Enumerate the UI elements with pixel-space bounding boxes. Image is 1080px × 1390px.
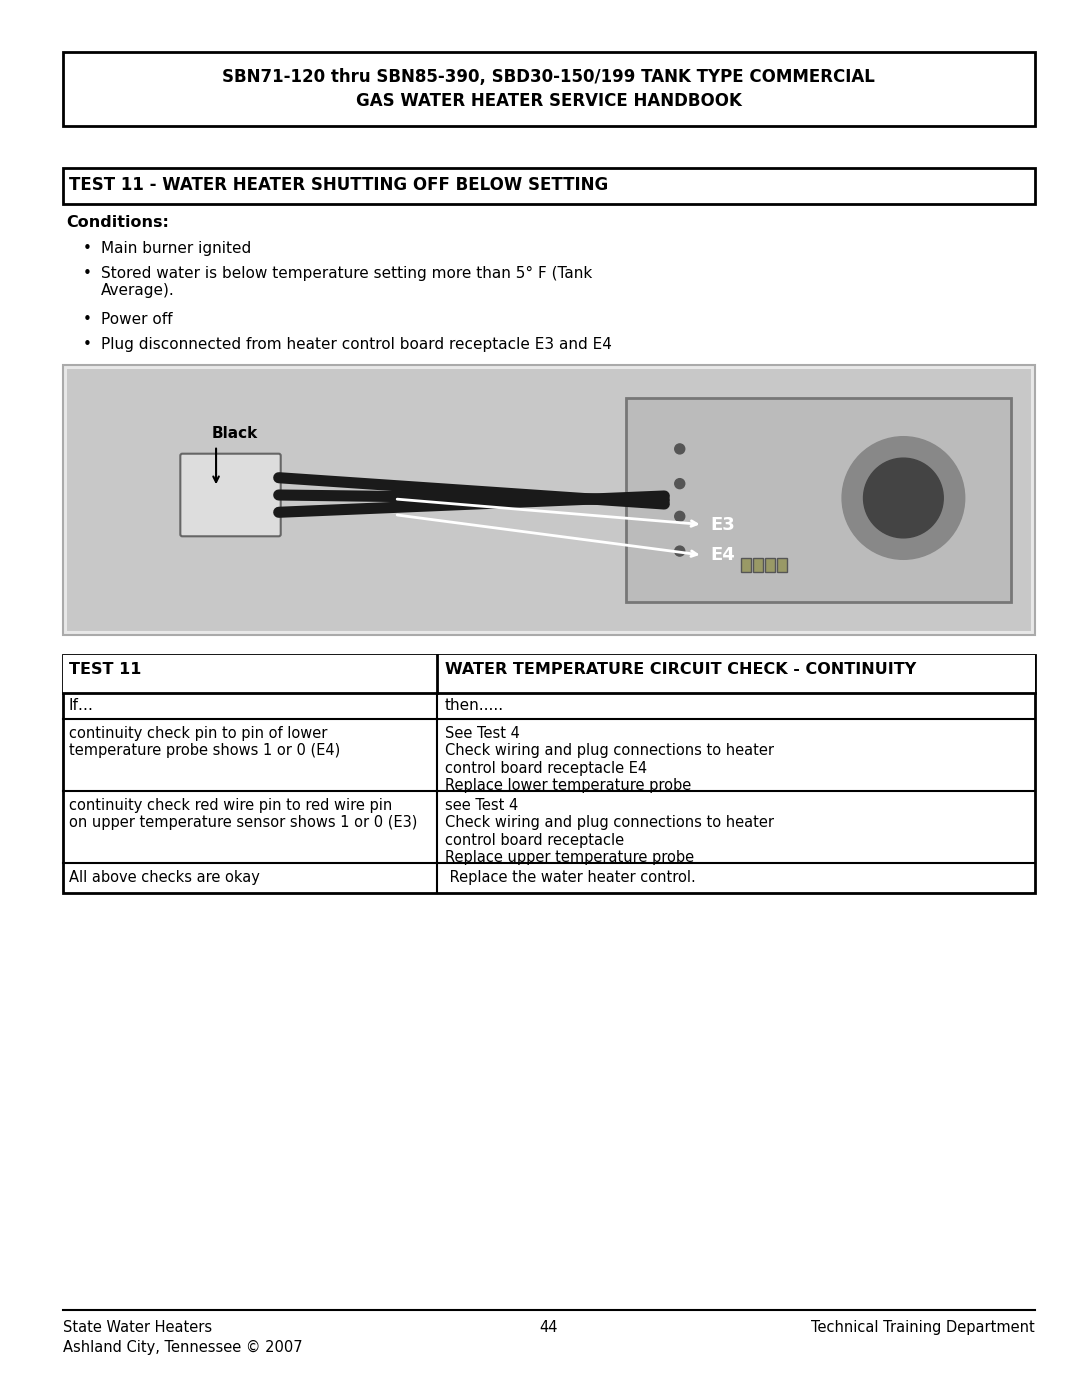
- Text: State Water Heaters: State Water Heaters: [63, 1320, 212, 1334]
- Text: •: •: [83, 240, 92, 256]
- Bar: [766, 557, 775, 571]
- Text: SBN71-120 thru SBN85-390, SBD30-150/199 TANK TYPE COMMERCIAL: SBN71-120 thru SBN85-390, SBD30-150/199 …: [222, 68, 875, 86]
- Text: GAS WATER HEATER SERVICE HANDBOOK: GAS WATER HEATER SERVICE HANDBOOK: [355, 92, 742, 110]
- Text: 44: 44: [539, 1320, 558, 1334]
- Text: TEST 11: TEST 11: [69, 662, 141, 677]
- Text: Black: Black: [212, 427, 257, 441]
- Text: E3: E3: [711, 516, 735, 534]
- Text: All above checks are okay: All above checks are okay: [69, 870, 259, 885]
- Text: See Test 4
Check wiring and plug connections to heater
control board receptacle : See Test 4 Check wiring and plug connect…: [445, 726, 774, 794]
- Text: Replace the water heater control.: Replace the water heater control.: [445, 870, 696, 885]
- Circle shape: [675, 546, 685, 556]
- Bar: [754, 557, 764, 571]
- Text: Ashland City, Tennessee © 2007: Ashland City, Tennessee © 2007: [63, 1340, 302, 1355]
- Text: TEST 11 - WATER HEATER SHUTTING OFF BELOW SETTING: TEST 11 - WATER HEATER SHUTTING OFF BELO…: [69, 177, 608, 195]
- Bar: [63, 655, 1035, 694]
- Circle shape: [842, 436, 964, 559]
- Bar: [742, 557, 752, 571]
- Circle shape: [864, 459, 943, 538]
- Text: E4: E4: [711, 546, 735, 564]
- Text: If…: If…: [69, 698, 94, 713]
- Text: Stored water is below temperature setting more than 5° F (Tank
Average).: Stored water is below temperature settin…: [100, 265, 592, 299]
- Bar: [63, 51, 1035, 126]
- Text: see Test 4
Check wiring and plug connections to heater
control board receptacle
: see Test 4 Check wiring and plug connect…: [445, 798, 774, 865]
- Bar: [63, 655, 1035, 892]
- Circle shape: [675, 443, 685, 455]
- Text: continuity check red wire pin to red wire pin
on upper temperature sensor shows : continuity check red wire pin to red wir…: [69, 798, 417, 830]
- Bar: [63, 366, 1035, 635]
- Text: •: •: [83, 311, 92, 327]
- Text: Power off: Power off: [100, 311, 172, 327]
- FancyBboxPatch shape: [625, 398, 1011, 602]
- Text: then.....: then.....: [445, 698, 504, 713]
- Bar: [67, 368, 1030, 631]
- Text: •: •: [83, 265, 92, 281]
- Text: continuity check pin to pin of lower
temperature probe shows 1 or 0 (E4): continuity check pin to pin of lower tem…: [69, 726, 340, 759]
- Text: •: •: [83, 336, 92, 352]
- Text: Main burner ignited: Main burner ignited: [100, 240, 251, 256]
- Circle shape: [675, 478, 685, 489]
- Text: Technical Training Department: Technical Training Department: [811, 1320, 1035, 1334]
- Circle shape: [675, 512, 685, 521]
- Text: Plug disconnected from heater control board receptacle E3 and E4: Plug disconnected from heater control bo…: [100, 336, 611, 352]
- Text: WATER TEMPERATURE CIRCUIT CHECK - CONTINUITY: WATER TEMPERATURE CIRCUIT CHECK - CONTIN…: [445, 662, 916, 677]
- Bar: [63, 168, 1035, 204]
- FancyBboxPatch shape: [180, 453, 281, 537]
- Text: Conditions:: Conditions:: [67, 215, 170, 229]
- Bar: [778, 557, 787, 571]
